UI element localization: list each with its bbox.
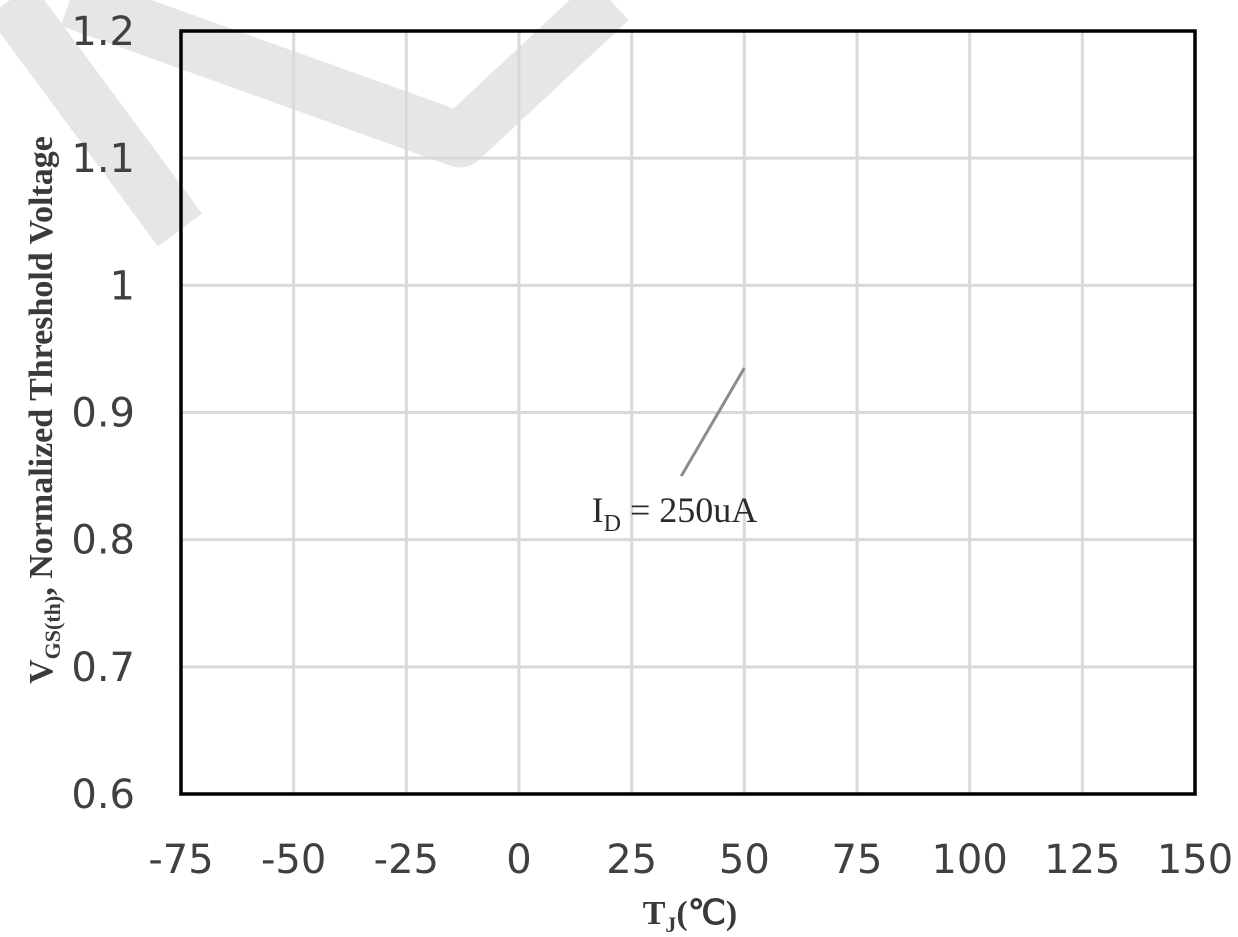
x-tick-label: 25: [606, 837, 657, 883]
y-tick-labels: 0.6 0.7 0.8 0.9 1 1.1 1.2: [71, 9, 135, 818]
drain-current-annotation: ID = 250uA: [592, 490, 758, 537]
watermark-logo: [0, 0, 629, 247]
x-tick-label: -50: [261, 837, 326, 883]
x-tick-label: -75: [148, 837, 213, 883]
y-tick-label: 1.2: [71, 9, 135, 55]
x-tick-label: 50: [719, 837, 770, 883]
x-tick-label: 125: [1044, 837, 1120, 883]
x-tick-label: 0: [506, 837, 531, 883]
y-tick-label: 0.9: [71, 391, 135, 437]
y-tick-label: 0.7: [71, 645, 135, 691]
grid-lines: [181, 31, 1195, 794]
x-tick-label: -25: [374, 837, 439, 883]
plot-frame: [179, 29, 1197, 796]
x-axis-title: TJ(℃): [643, 895, 738, 937]
annotations: ID = 250uA: [592, 367, 758, 537]
x-tick-label: 150: [1157, 837, 1233, 883]
y-tick-label: 0.6: [71, 772, 135, 818]
y-tick-label: 1.1: [71, 136, 135, 182]
x-tick-label: 100: [931, 837, 1007, 883]
annotation-leader-line: [679, 367, 746, 477]
x-tick-labels: -75 -50 -25 0 25 50 75 100 125 150: [148, 837, 1233, 883]
x-tick-label: 75: [832, 837, 883, 883]
y-tick-label: 1: [110, 263, 135, 309]
y-tick-label: 0.8: [71, 518, 135, 564]
y-axis-title: VGS(th), Normalized Threshold Voltage: [23, 136, 65, 684]
